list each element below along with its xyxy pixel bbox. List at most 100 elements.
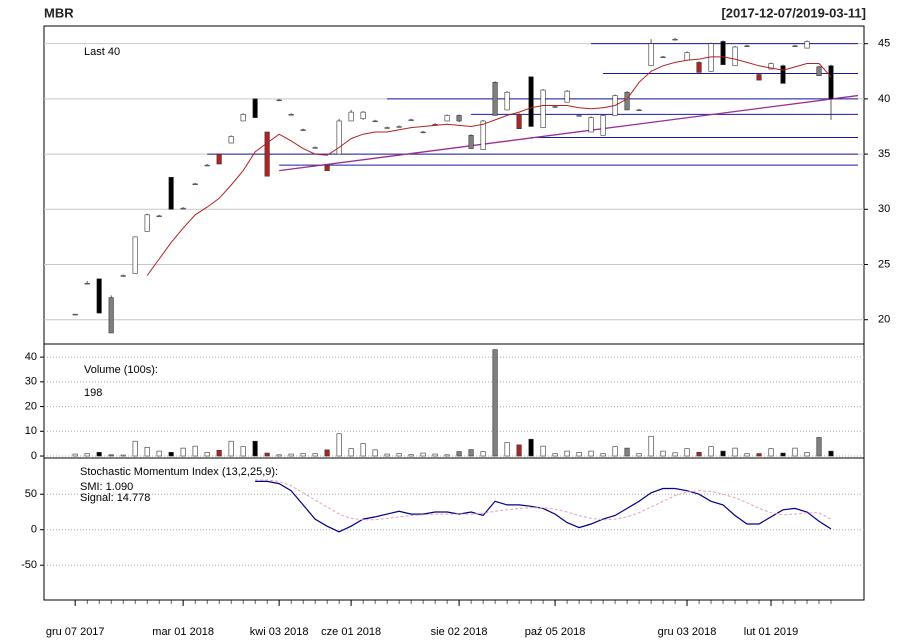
last-label: Last 40 [84,46,120,58]
volume-bar [504,442,510,457]
volume-bar [180,447,186,457]
volume-bar [828,450,834,457]
volume-bar [372,449,378,457]
volume-bar [420,452,426,457]
volume-bar [72,453,78,457]
candle-body [564,90,570,103]
volume-bar [132,440,138,457]
candle-body [600,115,606,136]
candle-body [108,297,114,334]
volume-bar [648,435,654,457]
candle-body [516,114,522,129]
candle-body [336,120,342,155]
volume-bar [156,450,162,457]
candle-body [672,38,678,41]
candle-body [288,114,294,116]
volume-bar [228,440,234,457]
y-tick-label: -50 [21,559,37,571]
candle-body [144,214,150,232]
volume-bar [144,447,150,457]
candle-body [420,131,426,134]
volume-bar [792,447,798,457]
candle-body [828,65,834,100]
candle-body [456,115,462,122]
indicator-line [255,480,832,533]
volume-bar [360,443,366,457]
volume-bar [744,453,750,457]
candle-body [84,282,90,285]
indicator-line [255,479,832,521]
volume-bar [384,453,390,457]
volume-bar [300,453,306,457]
candle-body [756,74,762,81]
candle-body [276,99,282,102]
candle-body [744,45,750,47]
volume-bar [528,438,534,457]
volume-bar [288,453,294,457]
candle-body [360,111,366,120]
volume-bar [84,453,90,457]
volume-bar [612,446,618,457]
y-tick-label: 0 [31,450,37,462]
candle-body [528,76,534,127]
volume-bar [336,433,342,457]
candle-body [768,63,774,70]
x-tick-label: lut 01 2019 [744,626,798,638]
y-tick-label: 50 [25,488,37,500]
x-tick-label: sie 02 2018 [431,626,488,638]
candle-body [168,176,174,210]
candle-body [732,46,738,67]
candle-body [372,120,378,123]
candle-body [228,136,234,144]
candle-body [72,313,78,316]
candle-body [636,109,642,112]
volume-bar [252,440,258,457]
volume-bar [96,452,102,457]
volume-bar [756,453,762,457]
volume-bar [564,450,570,457]
y-tick-label: 30 [878,203,890,215]
volume-bar [348,448,354,457]
moving-average [146,56,832,276]
legend-entry: SMI: 1.090 [80,481,133,493]
volume-bar [804,452,810,457]
volume-bar [720,450,726,457]
y-tick-label: 45 [878,38,890,50]
volume-bar [816,437,822,457]
candle-body [216,153,222,165]
volume-bar [624,447,630,457]
y-tick-label: 10 [25,425,37,437]
candle-body [252,98,258,118]
candle-body [300,129,306,131]
candle-body [684,52,690,61]
volume-bar [492,349,498,457]
volume-bar [312,453,318,457]
candle-body [492,82,498,116]
volume-bar [732,447,738,457]
candle-body [396,126,402,128]
volume-bar [660,450,666,457]
candle-body [240,114,246,122]
y-tick-label: 0 [31,524,37,536]
candle-body [192,183,198,185]
volume-bar [192,445,198,457]
volume-bar [204,452,210,457]
candle-body [480,120,486,150]
y-tick-label: 20 [25,400,37,412]
candle-body [504,91,510,111]
volume-bar [276,454,282,457]
x-tick-label: mar 01 2018 [152,626,214,638]
candle-body [624,91,630,111]
candle-body [324,164,330,171]
volume-bar [120,454,126,457]
x-tick-label: kwi 03 2018 [250,626,309,638]
volume-bar [708,446,714,457]
volume-bar [588,450,594,457]
volume-bar [480,451,486,457]
candle-body [648,43,654,67]
volume-bar [168,452,174,457]
chart-title: MBR [44,5,74,20]
candle-body [792,45,798,47]
candle-body [696,62,702,73]
